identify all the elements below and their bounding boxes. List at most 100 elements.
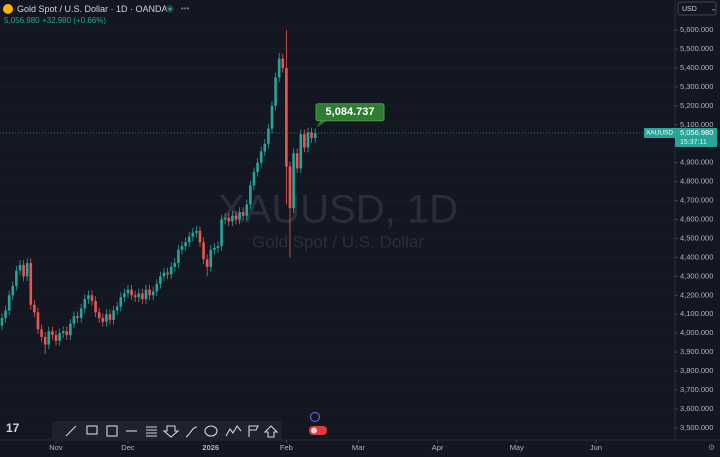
y-tick-label: 5,300.000 <box>680 82 713 91</box>
candle-body <box>285 67 288 167</box>
candle-body <box>11 285 15 296</box>
symbol-tag <box>644 127 675 138</box>
menu-dots[interactable]: ••• <box>181 4 190 13</box>
candle-body <box>180 246 184 250</box>
tool-arrow-up[interactable] <box>263 425 279 438</box>
candle-body <box>130 289 133 296</box>
x-tick-label: Mar <box>352 443 365 452</box>
candle-body <box>281 58 285 68</box>
tool-fib[interactable] <box>146 426 157 437</box>
currency-button[interactable] <box>677 1 717 16</box>
tool-curve[interactable] <box>185 426 198 438</box>
candle-body <box>187 236 191 243</box>
candle-body <box>155 283 159 292</box>
candle-body <box>209 249 213 267</box>
candle-body <box>169 266 173 275</box>
candle-body <box>115 306 119 311</box>
candle-body <box>202 242 205 260</box>
candle-body <box>310 132 313 139</box>
annotation-label: 5,084.737 <box>326 106 375 118</box>
candle-body <box>105 314 108 322</box>
candle-body <box>277 58 281 78</box>
candle-body <box>274 77 277 106</box>
candle-body <box>126 289 130 294</box>
symbol-tag-label: XAUUSD <box>646 130 673 137</box>
watermark: XAUUSD, 1D <box>218 188 458 232</box>
candle-body <box>65 331 69 336</box>
currency-label: USD <box>682 6 697 13</box>
y-tick-label: 4,200.000 <box>680 290 713 299</box>
candle-body <box>238 211 241 220</box>
y-tick-label: 3,700.000 <box>680 385 713 394</box>
candle-body <box>256 162 259 173</box>
candle-body <box>40 329 43 337</box>
y-tick-label: 4,400.000 <box>680 252 713 261</box>
candle-body <box>270 105 274 129</box>
candle-body <box>151 291 155 296</box>
y-tick-label: 4,300.000 <box>680 271 713 280</box>
candle-body <box>22 264 25 277</box>
candle-body <box>101 318 105 322</box>
candle-body <box>191 232 195 237</box>
candle-body <box>54 335 58 341</box>
candle-body <box>123 293 126 298</box>
tool-trendline[interactable] <box>65 425 77 437</box>
candle-body <box>299 134 303 169</box>
x-tick-label: May <box>510 443 524 452</box>
annotation-box <box>315 103 385 122</box>
candle-body <box>0 318 4 326</box>
candle-body <box>241 211 245 216</box>
tool-arrow-down[interactable] <box>162 425 180 438</box>
candle-body <box>18 264 22 271</box>
candle-body <box>137 293 141 298</box>
candle-body <box>223 217 227 220</box>
event-icon[interactable] <box>310 412 320 422</box>
candle-body <box>43 336 47 345</box>
watermark-subtitle: Gold Spot / U.S. Dollar <box>252 232 424 251</box>
candle-body <box>4 310 7 319</box>
candle-body <box>94 300 97 313</box>
y-tick-label: 4,600.000 <box>680 215 713 224</box>
candle-body <box>267 128 270 144</box>
y-tick-label: 4,900.000 <box>680 158 713 167</box>
candle-body <box>234 215 238 220</box>
y-tick-label: 3,900.000 <box>680 347 713 356</box>
tool-flag[interactable] <box>248 425 259 437</box>
candle-body <box>51 331 54 336</box>
candle-body <box>69 323 72 336</box>
candle-body <box>58 333 61 341</box>
candle-body <box>112 310 115 320</box>
x-tick-label: Dec <box>121 443 135 452</box>
candle-body <box>15 270 18 286</box>
y-tick-label: 3,500.000 <box>680 423 713 432</box>
tool-callout[interactable] <box>86 425 98 435</box>
plot: 5,084.737 <box>0 30 675 355</box>
candle-body <box>292 153 295 209</box>
tool-ellipse[interactable] <box>204 425 218 437</box>
x-tick-label: Nov <box>49 443 63 452</box>
tool-rectangle[interactable] <box>106 425 118 437</box>
candle-body <box>198 230 202 243</box>
y-tick-label: 5,200.000 <box>680 101 713 110</box>
candle-body <box>177 249 180 264</box>
candle-body <box>213 247 216 250</box>
symbol-icon <box>3 4 13 14</box>
candle-body <box>47 331 51 345</box>
y-tick-label: 3,800.000 <box>680 366 713 375</box>
y-tick-label: 4,700.000 <box>680 196 713 205</box>
candle-body <box>259 151 263 163</box>
candle-body <box>252 172 256 186</box>
price: 5,056.980 <box>4 16 40 25</box>
y-tick-label: 4,500.000 <box>680 233 713 242</box>
tool-pattern[interactable] <box>225 425 242 437</box>
candle-body <box>83 299 87 309</box>
candle-body <box>263 143 267 152</box>
logo[interactable]: 17 <box>6 421 20 435</box>
candle-body <box>36 312 40 330</box>
settings-icon[interactable]: ⚙ <box>708 443 715 452</box>
candle-body <box>295 153 299 169</box>
candle-body <box>205 259 209 267</box>
